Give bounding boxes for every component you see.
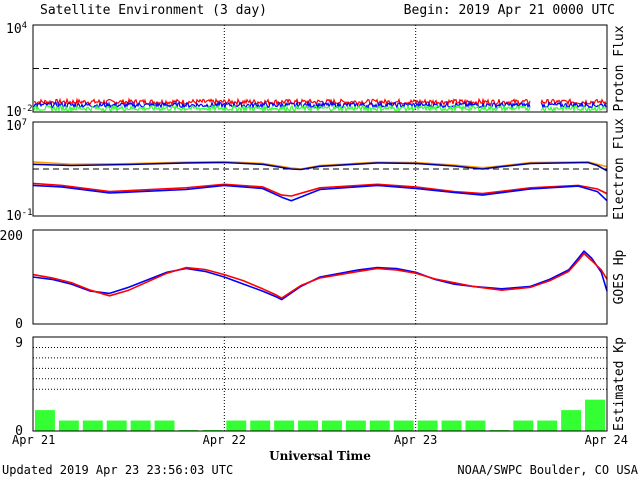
- electron-flux-series: [32, 161, 608, 172]
- y-tick-label: 0: [15, 424, 23, 439]
- estimated-kp-ylabel: Estimated Kp: [612, 337, 627, 431]
- y-tick-label: 200: [0, 229, 23, 244]
- proton-flux-ylabel: Proton Flux: [612, 25, 627, 111]
- kp-bar: [154, 420, 175, 431]
- estimated-kp-frame: [32, 336, 608, 432]
- kp-bar: [58, 420, 79, 431]
- begin-time: Begin: 2019 Apr 21 0000 UTC: [404, 3, 615, 18]
- kp-bar: [250, 420, 271, 431]
- proton-flux-frame: [32, 24, 608, 113]
- proton-series: [33, 103, 607, 114]
- goes-hp-series: [32, 252, 608, 299]
- y-tick-label: 10-1: [6, 208, 33, 224]
- x-tick-label: Apr 23: [394, 433, 437, 447]
- kp-bar: [561, 410, 582, 431]
- y-tick-label: 104: [6, 21, 27, 37]
- goes-hp-panel: 0 200 GOES Hp: [0, 229, 627, 332]
- goes-hp-frame: [32, 229, 608, 325]
- kp-bar: [130, 420, 151, 431]
- chart-title: Satellite Environment (3 day): [40, 3, 267, 18]
- kp-bar: [417, 420, 438, 431]
- electron-flux-frame: [32, 121, 608, 217]
- x-tick-label: Apr 21: [12, 433, 55, 447]
- y-tick-label: 9: [15, 336, 23, 351]
- kp-bar: [585, 399, 605, 431]
- kp-bar: [322, 420, 342, 431]
- kp-bar: [537, 420, 558, 431]
- kp-bar: [345, 420, 366, 431]
- x-axis-label: Universal Time: [269, 449, 371, 463]
- credit-text: NOAA/SWPC Boulder, CO USA: [457, 463, 638, 477]
- x-tick-label: Apr 22: [203, 433, 246, 447]
- y-tick-label: 0: [15, 317, 23, 332]
- y-tick-label: 107: [6, 118, 27, 134]
- kp-bar: [82, 420, 103, 431]
- kp-bar: [393, 420, 414, 431]
- kp-bar: [298, 420, 318, 431]
- kp-bar: [35, 410, 55, 431]
- electron-flux-series: [32, 184, 608, 202]
- electron-flux-panel: 107 10-1 Electron Flux: [6, 118, 627, 224]
- x-tick-label: Apr 24: [585, 433, 628, 447]
- electron-flux-ylabel: Electron Flux: [612, 118, 627, 220]
- kp-bar: [274, 420, 295, 431]
- kp-bar: [513, 420, 534, 431]
- kp-bar: [226, 420, 247, 431]
- kp-bar: [441, 420, 462, 431]
- kp-bar: [369, 420, 390, 431]
- goes-hp-series: [32, 250, 608, 301]
- y-tick-label: 10-2: [6, 104, 33, 120]
- goes-hp-ylabel: GOES Hp: [612, 249, 627, 304]
- kp-bar: [106, 420, 127, 431]
- proton-flux-panel: 104 10-2 Proton Flux: [6, 21, 627, 120]
- updated-timestamp: Updated 2019 Apr 23 23:56:03 UTC: [2, 463, 233, 477]
- kp-bar: [465, 420, 486, 431]
- electron-flux-series: [32, 182, 608, 197]
- estimated-kp-panel: 0 9 Estimated Kp: [15, 336, 627, 439]
